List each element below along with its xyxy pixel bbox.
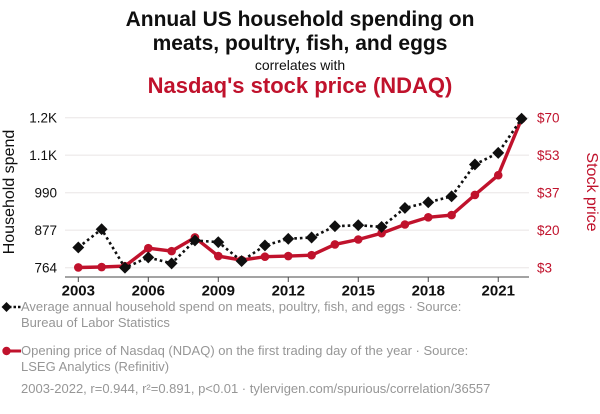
left-axis-tick-label: 1.1K: [29, 148, 57, 163]
x-axis-tick-label: 2015: [342, 283, 375, 300]
correlation-stats-and-url: 2003-2022, r=0.944, r²=0.891, p<0.01 · t…: [21, 381, 491, 396]
legend-item-household-spend: Average annual household spend on meats,…: [1, 299, 476, 331]
left-axis-tick-label: 990: [34, 186, 57, 201]
right-axis-tick-label: $3: [537, 261, 552, 276]
right-axis-tick-label: $70: [537, 111, 560, 126]
gridlines: [65, 117, 529, 269]
circle-solid-line-icon: [2, 346, 21, 356]
x-axis-tick-label: 2003: [62, 283, 95, 300]
chart-title: Annual US household spending on meats, p…: [0, 8, 600, 55]
right-axis-tick-label: $37: [537, 186, 560, 201]
x-axis-tick-label: 2012: [272, 283, 305, 300]
right-axis-tick-label: $20: [537, 223, 560, 238]
legend-item-stock-price-label: Opening price of Nasdaq (NDAQ) on the fi…: [21, 343, 469, 374]
legend-item-stock-price: Opening price of Nasdaq (NDAQ) on the fi…: [1, 343, 476, 375]
legend-item-household-spend-label: Average annual household spend on meats,…: [21, 299, 462, 330]
correlates-with-text: correlates with: [254, 57, 346, 73]
right-axis-title: Stock price: [583, 152, 600, 231]
chart-title-line1: Annual US household spending on: [125, 8, 475, 31]
chart-subtitle: Nasdaq's stock price (NDAQ): [147, 73, 453, 98]
x-axis-tick-label: 2009: [202, 283, 235, 300]
x-axis-tick-label: 2021: [482, 283, 515, 300]
left-axis-tick-label: 877: [34, 223, 57, 238]
right-axis-tick-label: $53: [537, 148, 560, 163]
diamond-dotted-line-icon: [1, 302, 21, 312]
x-axis-tick-label: 2006: [132, 283, 165, 300]
x-axis: 2003 2006 2009 2012 2015 2018 2021: [62, 276, 529, 300]
chart-title-line2: meats, poultry, fish, and eggs: [152, 31, 448, 55]
left-axis-title: Household spend: [1, 130, 18, 255]
x-axis-tick-label: 2018: [412, 283, 445, 300]
left-axis-tick-label: 764: [34, 261, 57, 276]
series-household-spend: [72, 112, 528, 274]
left-axis-tick-label: 1.2K: [29, 111, 57, 126]
